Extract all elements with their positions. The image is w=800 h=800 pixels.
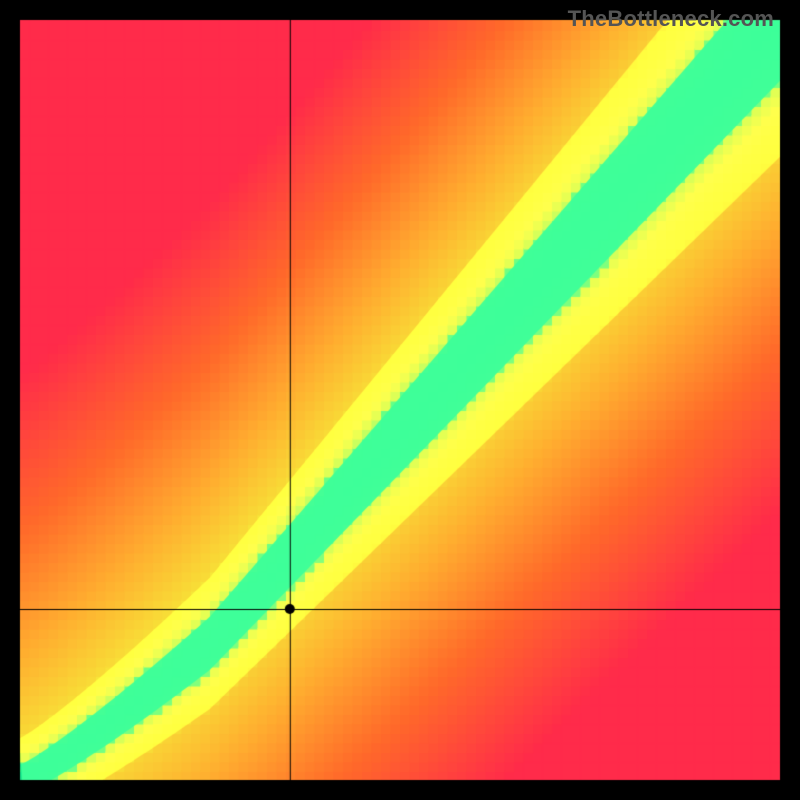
watermark-text: TheBottleneck.com <box>568 6 774 32</box>
chart-container: TheBottleneck.com <box>0 0 800 800</box>
bottleneck-heatmap-canvas <box>0 0 800 800</box>
